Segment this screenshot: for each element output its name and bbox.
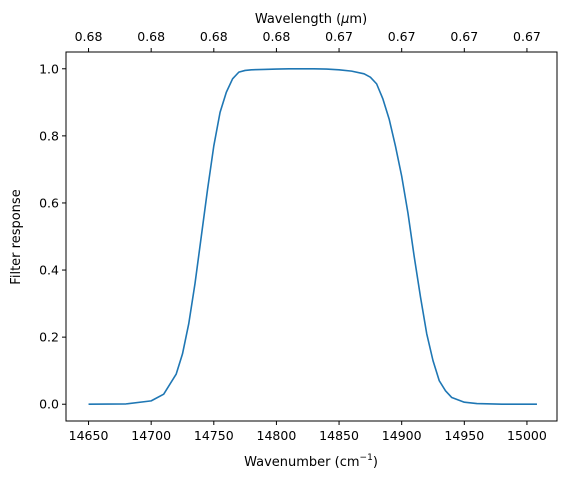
x-tick-label: 14700 — [131, 428, 171, 443]
series-line-1 — [88, 67, 537, 406]
top-x-axis-label: Wavelength (μm) — [255, 12, 367, 27]
top-x-tick-label: 0.67 — [513, 29, 541, 44]
y-tick-label: 0.6 — [39, 195, 59, 210]
y-tick-label: 0.0 — [39, 397, 59, 412]
y-tick-label: 0.4 — [39, 263, 59, 278]
x-axis-label: Wavenumber (cm−1) — [244, 453, 378, 470]
top-x-tick-label: 0.67 — [325, 29, 353, 44]
top-x-tick-label: 0.68 — [200, 29, 228, 44]
x-tick-label: 14800 — [257, 428, 297, 443]
y-tick-label: 0.2 — [39, 330, 59, 345]
x-tick-label: 14950 — [444, 428, 484, 443]
top-x-tick-label: 0.68 — [137, 29, 165, 44]
x-tick-label: 14650 — [69, 428, 109, 443]
plot-area — [88, 67, 537, 406]
top-x-tick-label: 0.68 — [75, 29, 103, 44]
top-x-tick-label: 0.67 — [450, 29, 478, 44]
axis-ticks: 14650 14700 14750 14800 14850 14900 14950 15000… — [39, 29, 547, 443]
top-x-tick-label: 0.68 — [263, 29, 291, 44]
y-tick-label: 0.8 — [39, 128, 59, 143]
top-x-tick-label: 0.67 — [388, 29, 416, 44]
x-tick-label: 15000 — [507, 428, 547, 443]
plot-frame — [65, 51, 558, 422]
y-axis-label: Filter response — [9, 189, 24, 284]
y-tick-label: 1.0 — [39, 61, 59, 76]
x-tick-label: 14850 — [319, 428, 359, 443]
x-tick-label: 14750 — [194, 428, 234, 443]
x-tick-label: 14900 — [382, 428, 422, 443]
